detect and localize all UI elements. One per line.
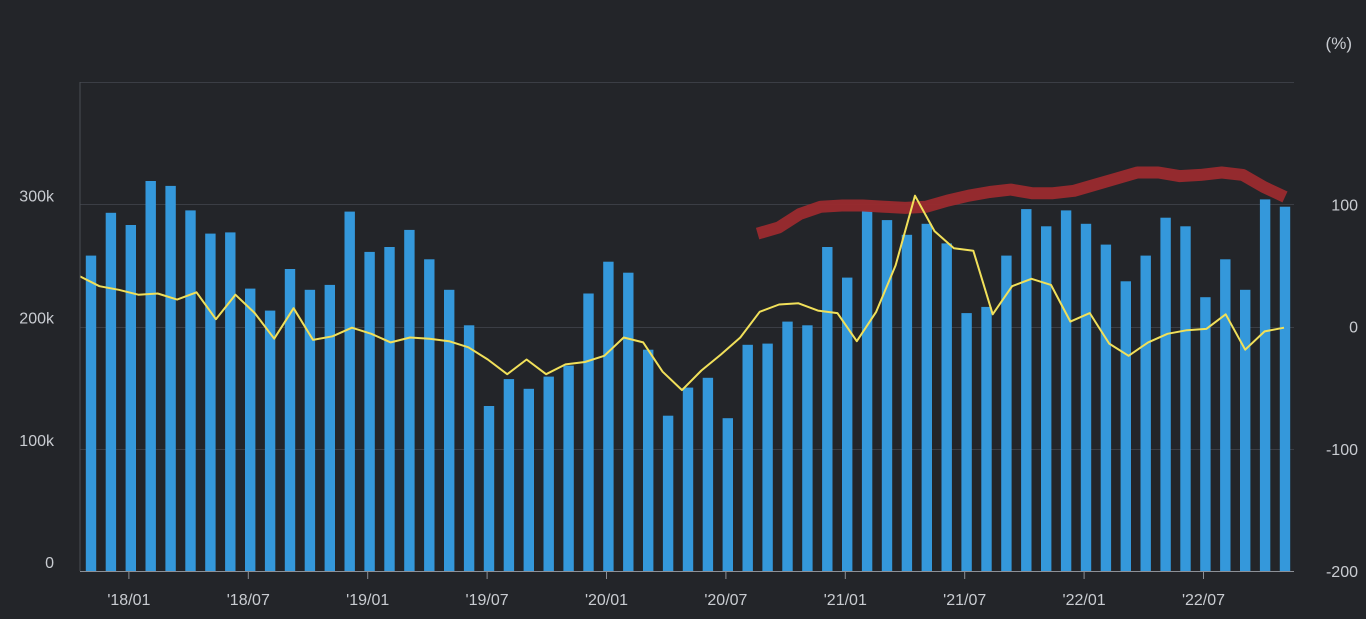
- bar: [165, 185, 176, 571]
- bar: [185, 210, 196, 571]
- x-tick-label: '20/01: [585, 592, 628, 609]
- bar: [583, 293, 594, 571]
- bar: [1200, 297, 1211, 571]
- bar: [722, 418, 733, 571]
- bar: [623, 272, 634, 571]
- bar: [523, 388, 534, 571]
- bar: [324, 284, 335, 571]
- bar: [1080, 223, 1092, 572]
- left-tick-label: 200k: [19, 311, 55, 328]
- bar: [1259, 199, 1271, 571]
- bar: [543, 376, 554, 571]
- bar: [444, 289, 455, 571]
- right-tick-label: -200: [1326, 564, 1358, 581]
- bar: [205, 233, 216, 571]
- highlight-annotation: [755, 166, 1288, 240]
- bar: [85, 255, 97, 571]
- bar: [1220, 259, 1231, 571]
- right-tick-label: -100: [1326, 442, 1358, 459]
- bar: [822, 247, 833, 571]
- bar: [981, 306, 992, 571]
- bar: [1120, 281, 1131, 571]
- bar: [702, 377, 714, 571]
- bar: [782, 321, 793, 571]
- bar: [503, 379, 515, 571]
- x-tick-label: '22/07: [1182, 592, 1225, 609]
- bar: [842, 277, 853, 571]
- bar: [682, 387, 694, 571]
- right-tick-label: 0: [1349, 320, 1358, 337]
- bar: [1100, 244, 1112, 571]
- bar: [483, 406, 495, 571]
- bar: [742, 344, 753, 571]
- bar-series: [85, 181, 1291, 572]
- bar: [1160, 217, 1171, 571]
- bar: [603, 261, 614, 571]
- x-tick-label: '21/01: [824, 592, 867, 609]
- bar: [1041, 226, 1052, 572]
- x-axis-tick-labels: '18/01 '18/07 '19/01 '19/07 '20/01 '20/07 '21/…: [107, 592, 1225, 609]
- bar: [245, 288, 256, 571]
- highlight-stroke: [755, 166, 1288, 240]
- bar: [1021, 209, 1032, 571]
- bar: [901, 234, 913, 572]
- left-tick-label: 300k: [19, 188, 55, 205]
- bar: [1001, 255, 1012, 571]
- bar: [1060, 210, 1072, 571]
- line-series: [79, 194, 1285, 392]
- bar: [364, 251, 375, 571]
- right-tick-label: 100: [1331, 197, 1358, 214]
- bar: [105, 212, 117, 572]
- x-tick-label: '22/01: [1063, 592, 1106, 609]
- left-tick-label: 100k: [19, 433, 55, 450]
- x-tick-label: '18/01: [107, 592, 150, 609]
- bar: [125, 225, 136, 571]
- x-tick-label: '18/07: [227, 592, 270, 609]
- line-path: [79, 194, 1285, 392]
- bar: [344, 211, 355, 571]
- left-tick-label: 0: [45, 555, 54, 572]
- bar: [145, 181, 156, 571]
- bar: [941, 243, 952, 571]
- right-axis-tick-labels: -200 -100 0 100: [1326, 197, 1358, 581]
- bar: [304, 289, 316, 571]
- left-axis-tick-labels: 0 100k 200k 300k: [19, 188, 55, 572]
- x-tick-label: '19/07: [466, 592, 509, 609]
- bar: [861, 210, 873, 571]
- bar: [802, 325, 813, 571]
- bar: [1279, 206, 1291, 571]
- bar: [404, 229, 415, 571]
- bar: [225, 232, 236, 571]
- bar: [662, 415, 674, 571]
- bar: [881, 220, 893, 571]
- bar: [1140, 255, 1151, 571]
- x-tick-label: '21/07: [943, 592, 986, 609]
- x-tick-label: '19/01: [346, 592, 389, 609]
- bar: [1240, 289, 1251, 571]
- bar: [284, 269, 296, 571]
- bar: [921, 223, 932, 572]
- bar: [384, 247, 395, 571]
- bar: [643, 349, 654, 571]
- x-tick-label: '20/07: [704, 592, 747, 609]
- bar: [463, 325, 475, 571]
- bar: [264, 310, 276, 571]
- bar: [1180, 226, 1191, 572]
- axes: [79, 82, 1294, 579]
- right-axis-unit-label: (%): [1326, 34, 1352, 53]
- bar: [961, 313, 972, 571]
- bar: [424, 259, 435, 571]
- bar: [563, 365, 574, 571]
- bar: [762, 343, 773, 571]
